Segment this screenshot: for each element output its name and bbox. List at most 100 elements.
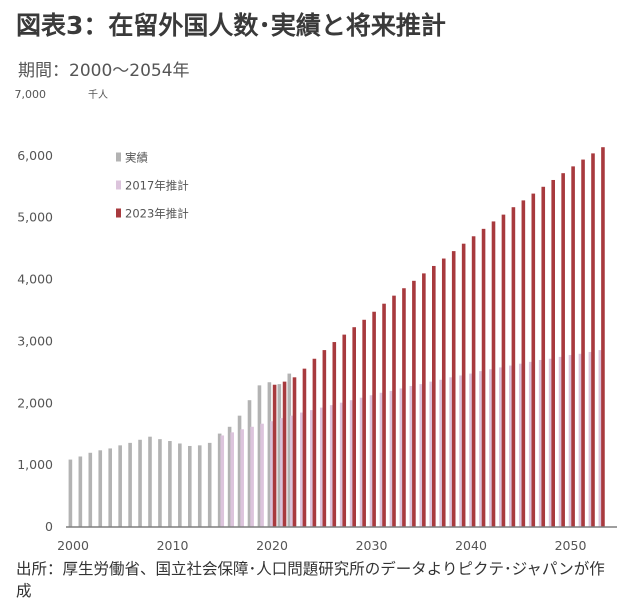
y-tick-label: 2,000 — [17, 395, 53, 410]
bar-2017-projection — [598, 350, 603, 527]
bar-2023-projection — [591, 153, 595, 527]
x-tick-label: 2000 — [57, 538, 89, 553]
y-tick-label: 7,000 — [15, 88, 47, 101]
bar-2017-projection — [509, 365, 513, 527]
legend-label: 2023年推計 — [125, 207, 189, 221]
bar-2017-projection — [349, 400, 354, 527]
legend: 実績 2017年推計 2023年推計 — [116, 151, 189, 221]
bar-actual — [267, 382, 272, 527]
legend-label: 実績 — [125, 151, 148, 165]
bar-2017-projection — [260, 423, 264, 527]
bar-2023-projection — [601, 147, 605, 527]
bar-2017-projection — [449, 377, 453, 527]
bar-2017-projection — [399, 388, 404, 527]
bar-actual — [128, 442, 132, 527]
bar-2023-projection — [362, 319, 366, 527]
bar-actual — [237, 415, 242, 527]
bar-2017-projection — [359, 397, 364, 527]
bar-2023-projection — [392, 295, 396, 527]
chart-title: 図表3：在留外国人数･実績と将来推計 — [16, 11, 446, 40]
bar-2023-projection — [332, 342, 337, 527]
x-tick-label: 2040 — [455, 538, 487, 553]
bar-actual — [158, 439, 162, 527]
y-tick-label: 5,000 — [17, 210, 53, 225]
bar-2017-projection — [429, 381, 433, 527]
bar-actual — [287, 373, 292, 527]
bar-2023-projection — [471, 236, 476, 527]
bar-2017-projection — [300, 412, 304, 527]
source-note: 出所：厚生労働省、国立社会保障･人口問題研究所のデータよりピクテ･ジャパンが作成 — [16, 560, 605, 600]
bar-2023-projection — [432, 265, 436, 527]
bar-actual — [148, 436, 152, 527]
bar-actual — [257, 385, 262, 527]
y-axis-unit: 千人 — [88, 89, 108, 101]
bar-actual — [138, 439, 142, 527]
x-tick-label: 2020 — [256, 538, 288, 553]
bar-2017-projection — [588, 351, 593, 527]
legend-swatch — [116, 208, 121, 218]
bar-2023-projection — [382, 303, 386, 527]
bar-2023-projection — [372, 311, 376, 527]
bar-2023-projection — [422, 273, 426, 527]
y-tick-label: 0 — [45, 519, 53, 534]
bar-actual — [247, 400, 252, 527]
bar-actual — [277, 384, 282, 527]
bar-2017-projection — [220, 435, 225, 527]
bar-actual — [88, 452, 93, 527]
bar-2017-projection — [489, 369, 493, 527]
bar-actual — [217, 433, 222, 527]
bar-actual — [98, 450, 103, 527]
x-axis: 2000 2010 2020 2030 2040 2050 — [57, 538, 586, 553]
bar-2017-projection — [280, 418, 284, 527]
bar-2017-projection — [518, 363, 523, 527]
bars-layer — [68, 147, 605, 528]
y-tick-label: 1,000 — [17, 457, 53, 472]
bar-2023-projection — [412, 280, 416, 527]
bar-2017-projection — [329, 405, 334, 527]
bar-2017-projection — [528, 361, 533, 527]
bar-2017-projection — [389, 390, 394, 527]
bar-2023-projection — [312, 358, 317, 527]
bar-2023-projection — [292, 377, 297, 527]
bar-2017-projection — [290, 415, 294, 527]
bar-2023-projection — [561, 173, 565, 527]
bar-2023-projection — [481, 228, 486, 527]
bar-2017-projection — [419, 384, 424, 527]
bar-actual — [197, 445, 202, 527]
bar-actual — [227, 426, 232, 527]
bar-actual — [207, 442, 212, 527]
x-tick-label: 2010 — [157, 538, 189, 553]
bar-2023-projection — [272, 384, 277, 527]
bar-2017-projection — [319, 407, 324, 527]
bar-2023-projection — [461, 243, 466, 527]
bar-2023-projection — [282, 381, 287, 527]
bar-actual — [178, 443, 182, 527]
bar-2023-projection — [302, 368, 307, 527]
legend-swatch — [116, 180, 121, 190]
bar-2017-projection — [250, 426, 254, 527]
bar-2023-projection — [501, 214, 506, 527]
bar-2023-projection — [581, 159, 585, 527]
bar-actual — [108, 448, 112, 527]
y-axis: 0 1,000 2,000 3,000 4,000 5,000 6,000 7,000 — [15, 88, 54, 534]
bar-2023-projection — [531, 193, 536, 527]
bar-2023-projection — [551, 179, 555, 528]
bar-2023-projection — [451, 251, 456, 527]
bar-actual — [118, 445, 122, 527]
bar-actual — [168, 441, 172, 527]
bar-2023-projection — [322, 350, 327, 527]
bar-2017-projection — [339, 402, 344, 527]
y-tick-label: 6,000 — [17, 148, 53, 163]
bar-2023-projection — [342, 334, 347, 527]
bar-actual — [68, 459, 73, 527]
bar-2017-projection — [459, 375, 463, 527]
y-tick-label: 3,000 — [17, 333, 53, 348]
bar-2023-projection — [491, 221, 496, 527]
bar-2017-projection — [240, 429, 244, 527]
y-tick-label: 4,000 — [17, 272, 53, 287]
x-tick-label: 2050 — [555, 538, 587, 553]
bar-2023-projection — [352, 327, 356, 527]
x-tick-label: 2030 — [356, 538, 388, 553]
bar-2023-projection — [441, 258, 446, 527]
bar-2017-projection — [310, 410, 314, 527]
